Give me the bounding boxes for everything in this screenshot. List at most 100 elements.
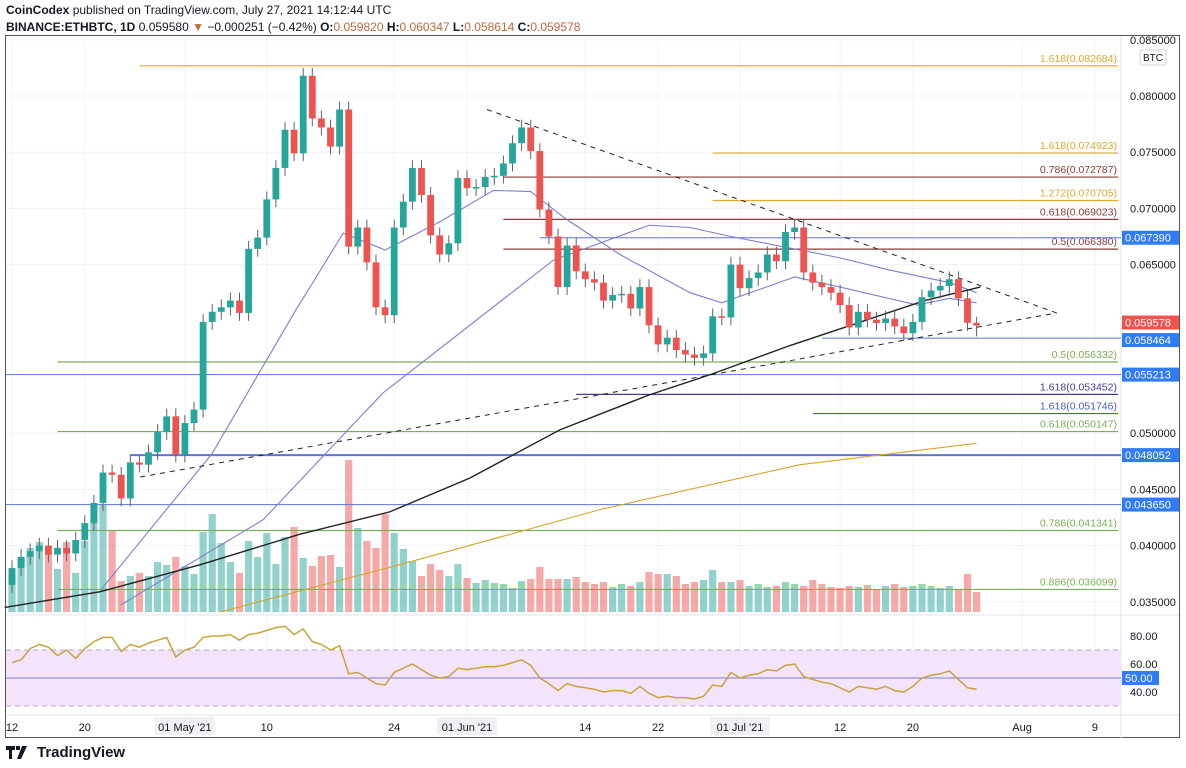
candle-body bbox=[126, 462, 134, 499]
volume-bar bbox=[900, 587, 908, 612]
candle-body bbox=[609, 294, 616, 301]
candle-body bbox=[591, 279, 598, 283]
volume-bar bbox=[690, 582, 699, 612]
price-badge-label: 0.058464 bbox=[1125, 335, 1171, 347]
time-axis-label: 12 bbox=[6, 722, 18, 734]
volume-bar bbox=[490, 583, 498, 612]
candle-body bbox=[554, 236, 562, 288]
candle-body bbox=[363, 227, 371, 263]
fib-level-label: 0.786(0.072787) bbox=[1040, 164, 1117, 176]
volume-bar bbox=[190, 574, 198, 612]
candle-body bbox=[54, 547, 61, 555]
candle-body bbox=[955, 279, 962, 299]
candle-body bbox=[518, 127, 525, 144]
volume-bar bbox=[581, 582, 589, 612]
candle-body bbox=[973, 322, 980, 326]
volume-bar bbox=[399, 549, 407, 612]
volume-bar bbox=[445, 576, 453, 612]
candle-body bbox=[700, 353, 707, 358]
volume-bar bbox=[117, 581, 125, 612]
candle-body bbox=[891, 318, 899, 327]
chart-frame[interactable] bbox=[5, 35, 1180, 738]
currency-label: BTC bbox=[1143, 53, 1163, 64]
volume-bar bbox=[545, 579, 553, 612]
volume-bar bbox=[754, 584, 762, 612]
candle-body bbox=[854, 311, 862, 328]
volume-bar bbox=[845, 586, 853, 612]
volume-bar bbox=[199, 532, 207, 612]
volume-bar bbox=[727, 582, 735, 612]
candle-body bbox=[472, 187, 480, 189]
candle-body bbox=[390, 227, 398, 316]
volume-bar bbox=[791, 584, 799, 612]
candle-body bbox=[791, 227, 798, 233]
candle-body bbox=[436, 235, 444, 255]
volume-bar bbox=[17, 558, 25, 612]
candle-body bbox=[618, 293, 626, 296]
candle-body bbox=[809, 272, 817, 283]
candle-body bbox=[545, 209, 553, 237]
volume-bar bbox=[363, 541, 371, 612]
volume-bar bbox=[217, 543, 225, 612]
volume-bar bbox=[317, 556, 325, 612]
price-badge bbox=[1122, 448, 1179, 463]
candle-body bbox=[190, 409, 198, 424]
candle-body bbox=[672, 337, 680, 351]
volume-bar bbox=[463, 578, 471, 612]
candle-body bbox=[154, 432, 161, 453]
upper-trendline bbox=[486, 109, 1057, 314]
rsi-badge bbox=[1122, 671, 1159, 685]
author: CoinCodex bbox=[6, 3, 70, 17]
fib-level-label: 1.618(0.082684) bbox=[1040, 53, 1117, 65]
price-axis-label: 0.080000 bbox=[1130, 91, 1176, 103]
volume-bar bbox=[481, 580, 489, 612]
open-label: O: bbox=[320, 20, 334, 34]
volume-bar bbox=[427, 564, 435, 612]
candle-body bbox=[99, 472, 107, 503]
volume-bar bbox=[508, 588, 517, 612]
volume-bar bbox=[226, 562, 234, 612]
volume-bar bbox=[354, 528, 362, 612]
last-price: 0.059580 bbox=[138, 20, 189, 34]
candle-body bbox=[481, 176, 489, 188]
time-axis-label: 20 bbox=[907, 722, 919, 734]
low-value: 0.058614 bbox=[464, 20, 515, 34]
volume-bar bbox=[609, 587, 617, 612]
candle-body bbox=[864, 311, 871, 320]
candle-body bbox=[636, 287, 644, 309]
candle-body bbox=[827, 287, 835, 293]
candle-body bbox=[181, 423, 189, 455]
time-axis-label: 20 bbox=[79, 722, 91, 734]
volume-bar bbox=[572, 577, 580, 612]
volume-bar bbox=[599, 582, 608, 612]
candle-body bbox=[145, 452, 152, 465]
candle-body bbox=[927, 290, 935, 298]
volume-bar bbox=[108, 530, 116, 612]
candle-body bbox=[409, 167, 416, 202]
rsi-badge-label: 50.00 bbox=[1125, 673, 1153, 685]
symbol[interactable]: BINANCE:ETHBTC, 1D bbox=[6, 20, 136, 34]
volume-bar bbox=[809, 580, 817, 612]
price-axis-label: 0.065000 bbox=[1130, 260, 1176, 272]
volume-bar bbox=[663, 574, 671, 612]
candle-body bbox=[163, 416, 171, 433]
candle-body bbox=[454, 178, 462, 244]
volume-bar bbox=[891, 584, 899, 612]
time-axis-label: 01 May '21 bbox=[158, 722, 211, 734]
volume-bar bbox=[936, 588, 944, 612]
volume-bar bbox=[681, 584, 689, 612]
price-badge-label: 0.067390 bbox=[1125, 233, 1171, 245]
volume-bar bbox=[918, 584, 926, 612]
candle-body bbox=[536, 151, 544, 210]
price-change: −0.000251 (−0.42%) bbox=[207, 20, 317, 34]
candle-body bbox=[882, 318, 889, 324]
volume-bar bbox=[281, 537, 289, 612]
time-axis-label: 12 bbox=[834, 722, 846, 734]
volume-bar bbox=[245, 541, 253, 612]
price-axis-label: 0.035000 bbox=[1130, 597, 1176, 609]
candle-body bbox=[327, 127, 334, 147]
volume-bar bbox=[781, 582, 790, 612]
candle-body bbox=[581, 271, 589, 280]
candle-body bbox=[718, 316, 726, 318]
